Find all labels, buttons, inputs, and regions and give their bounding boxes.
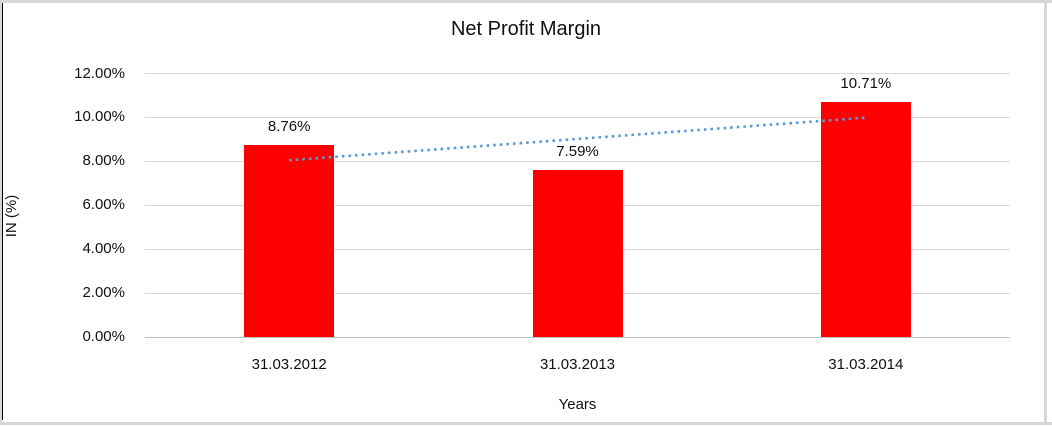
frame-edge-right — [1044, 0, 1047, 425]
y-axis-tick-label: 4.00% — [82, 240, 125, 258]
bar-value-label: 7.59% — [556, 143, 599, 161]
x-axis-category-label: 31.03.2014 — [828, 356, 904, 373]
chart-border — [2, 3, 3, 420]
bar — [244, 144, 335, 337]
y-axis-tick-label: 12.00% — [74, 64, 125, 82]
x-axis-category-label: 31.03.2013 — [539, 356, 616, 373]
x-axis-category-label: 31.03.2012 — [251, 356, 327, 373]
bar-value-label: 10.71% — [840, 74, 892, 92]
y-axis-tick-label: 10.00% — [74, 108, 125, 126]
frame-edge-top — [0, 0, 1052, 3]
bar-value-label: 8.76% — [267, 117, 311, 135]
chart-title: Net Profit Margin — [450, 18, 602, 40]
y-axis-tick-label: 6.00% — [82, 196, 125, 214]
bar — [532, 170, 623, 337]
y-axis-tick-label: 2.00% — [82, 284, 125, 302]
gridline — [145, 73, 1010, 74]
x-axis-title: Years — [558, 396, 597, 413]
frame-edge-bottom — [0, 422, 1052, 425]
gridline — [145, 336, 1010, 338]
y-axis-tick-label: 8.00% — [82, 152, 125, 170]
frame-edge-left — [0, 0, 2, 425]
bar — [820, 101, 911, 337]
y-axis-title: IN (%) — [3, 194, 20, 238]
y-axis-tick-label: 0.00% — [82, 328, 125, 345]
